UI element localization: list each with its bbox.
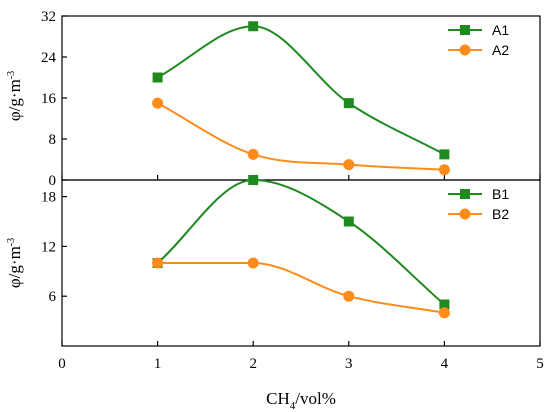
top-legend-marker: [460, 25, 470, 35]
bottom-series-B2: [152, 257, 450, 319]
top-y-tick-label: 0: [49, 173, 57, 189]
x-axis-title-text: CH: [266, 389, 290, 408]
x-axis-title-suffix: /vol%: [295, 389, 336, 408]
top-point-A1: [152, 72, 163, 83]
bottom-y-tick-label: 18: [41, 190, 56, 206]
top-point-A1: [343, 98, 354, 109]
top-y-axis-title-sup: -3: [6, 71, 17, 79]
bottom-y-axis-title: φ/g·m-3: [5, 238, 24, 288]
bottom-y-axis-title-text: φ/g·m: [5, 246, 24, 288]
top-point-A2: [152, 97, 164, 109]
top-point-A2: [438, 164, 450, 176]
bottom-y-axis-title-sup: -3: [6, 238, 17, 246]
bottom-point-B1: [439, 299, 450, 310]
bottom-x-tick-label: 3: [345, 356, 353, 372]
top-legend-label: A1: [492, 22, 509, 38]
top-series-line-A2: [157, 102, 445, 171]
bottom-point-B2: [152, 257, 164, 269]
top-y-tick-label: 8: [49, 132, 57, 148]
bottom-legend-item-B1: B1: [448, 186, 509, 202]
bottom-y-tick-label: 12: [41, 239, 56, 255]
bottom-x-tick-label: 0: [58, 356, 66, 372]
top-point-A1: [248, 21, 259, 32]
bottom-series-line-B1: [156, 178, 446, 306]
top-series-A1: [152, 21, 450, 160]
top-y-axis-title: φ/g·m-3: [5, 71, 24, 121]
top-legend-item-A2: A2: [448, 42, 509, 58]
bottom-legend-marker: [460, 189, 470, 199]
top-legend-label: A2: [492, 42, 509, 58]
top-panel: 0 8 16 24 32 A1 A2: [41, 9, 541, 189]
bottom-plot-frame: [61, 179, 541, 347]
top-legend-marker: [459, 44, 471, 56]
top-legend-item-A1: A1: [448, 22, 509, 38]
bottom-point-B2: [247, 257, 259, 269]
bottom-point-B1: [343, 216, 354, 227]
bottom-x-tick-label: 5: [536, 356, 544, 372]
bottom-series-line-B2: [157, 261, 445, 314]
top-y-tick-label: 32: [41, 9, 56, 25]
top-point-A2: [343, 159, 355, 171]
x-axis-title-sub: 4: [290, 400, 296, 412]
top-point-A1: [439, 149, 450, 160]
bottom-x-tick-label: 1: [154, 356, 162, 372]
x-axis-title: CH4/vol%: [266, 389, 336, 412]
bottom-legend-label: B1: [492, 186, 509, 202]
bottom-legend-marker: [459, 208, 471, 220]
bottom-point-B2: [343, 290, 355, 302]
bottom-legend-item-B2: B2: [448, 206, 509, 222]
bottom-point-B2: [438, 307, 450, 319]
bottom-legend-label: B2: [492, 206, 509, 222]
top-series-line-A1: [157, 25, 445, 156]
top-point-A2: [247, 148, 259, 160]
top-plot-frame: [61, 15, 541, 181]
bottom-x-tick-label: 2: [249, 356, 257, 372]
bottom-point-B1: [248, 175, 259, 185]
bottom-y-tick-label: 6: [49, 289, 57, 305]
bottom-series-B1: [152, 175, 450, 310]
top-y-axis-title-text: φ/g·m: [5, 79, 24, 121]
top-y-tick-label: 24: [41, 50, 57, 66]
top-series-A2: [152, 97, 450, 176]
top-y-tick-label: 16: [41, 91, 57, 107]
bottom-x-tick-label: 4: [441, 356, 449, 372]
